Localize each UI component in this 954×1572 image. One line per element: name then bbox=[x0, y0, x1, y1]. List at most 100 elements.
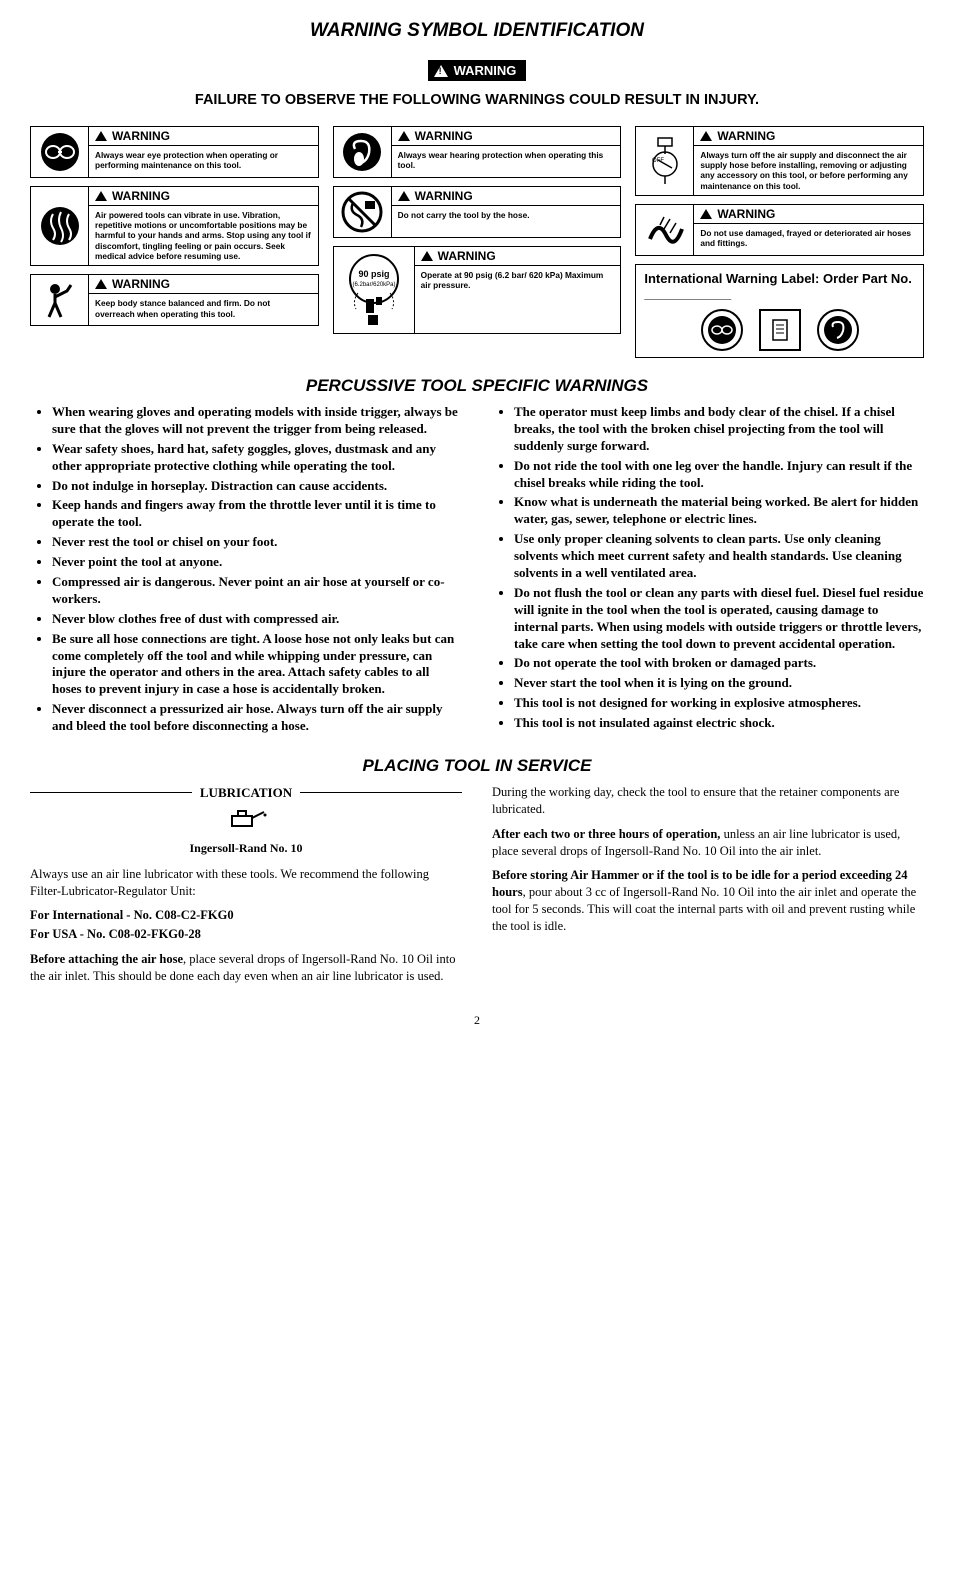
warning-head: WARNING bbox=[694, 205, 923, 224]
col-2: WARNING Always wear hearing protection w… bbox=[333, 126, 622, 358]
card-air-off: OFF WARNING Always turn off the air supp… bbox=[635, 126, 924, 196]
right-p2: After each two or three hours of operati… bbox=[492, 826, 924, 860]
warning-head: WARNING bbox=[694, 127, 923, 146]
warning-head: WARNING bbox=[392, 127, 621, 146]
triangle-icon bbox=[700, 209, 712, 219]
page-title-3: PLACING TOOL IN SERVICE bbox=[30, 756, 924, 776]
bullet-item: Know what is underneath the material bei… bbox=[514, 494, 924, 528]
bullet-item: Never point the tool at anyone. bbox=[52, 554, 462, 571]
rule-line bbox=[300, 792, 462, 793]
intl-goggles-icon bbox=[701, 309, 743, 351]
warning-head: WARNING bbox=[89, 275, 318, 294]
service-two-col: LUBRICATION Ingersoll-Rand No. 10 Always… bbox=[30, 784, 924, 993]
card-hose-carry: WARNING Do not carry the tool by the hos… bbox=[333, 186, 622, 238]
card-text: Do not use damaged, frayed or deteriorat… bbox=[694, 224, 923, 253]
col-3: OFF WARNING Always turn off the air supp… bbox=[635, 126, 924, 358]
page-title-1: WARNING SYMBOL IDENTIFICATION bbox=[30, 20, 924, 42]
ear-protection-icon bbox=[334, 127, 392, 177]
intl-label-card: International Warning Label: Order Part … bbox=[635, 264, 924, 358]
card-text: Do not carry the tool by the hose. bbox=[392, 206, 621, 224]
bullet-item: Wear safety shoes, hard hat, safety gogg… bbox=[52, 441, 462, 475]
intl-title: International Warning Label: Order Part … bbox=[644, 271, 915, 301]
top-warning-note: FAILURE TO OBSERVE THE FOLLOWING WARNING… bbox=[30, 92, 924, 108]
card-text: Always wear eye protection when operatin… bbox=[89, 146, 318, 175]
gauge-sublabel: (6.2bar/620kPa) bbox=[352, 282, 395, 288]
goggles-icon bbox=[31, 127, 89, 177]
hand-vibration-icon bbox=[31, 187, 89, 266]
lubrication-title: LUBRICATION bbox=[200, 784, 292, 802]
gauge-label: 90 psig bbox=[358, 269, 389, 279]
bullet-list-right: The operator must keep limbs and body cl… bbox=[492, 404, 924, 732]
bullet-item: Keep hands and fingers away from the thr… bbox=[52, 497, 462, 531]
lubrication-sub: Ingersoll-Rand No. 10 bbox=[30, 840, 462, 856]
bullet-item: Compressed air is dangerous. Never point… bbox=[52, 574, 462, 608]
card-vibration: WARNING Air powered tools can vibrate in… bbox=[30, 186, 319, 267]
warning-head: WARNING bbox=[415, 247, 621, 266]
bullet-item: The operator must keep limbs and body cl… bbox=[514, 404, 924, 455]
bullet-item: Do not flush the tool or clean any parts… bbox=[514, 585, 924, 653]
bullet-item: Never start the tool when it is lying on… bbox=[514, 675, 924, 692]
warning-badge: WARNING bbox=[428, 60, 527, 81]
bullet-item: This tool is not insulated against elect… bbox=[514, 715, 924, 732]
col-1: WARNING Always wear eye protection when … bbox=[30, 126, 319, 358]
card-eye: WARNING Always wear eye protection when … bbox=[30, 126, 319, 178]
lubr-p4: Before attaching the air hose, place sev… bbox=[30, 951, 462, 985]
right-p1: During the working day, check the tool t… bbox=[492, 784, 924, 818]
bullet-item: This tool is not designed for working in… bbox=[514, 695, 924, 712]
triangle-icon bbox=[700, 131, 712, 141]
service-right: During the working day, check the tool t… bbox=[492, 784, 924, 993]
warning-head: WARNING bbox=[89, 187, 318, 206]
bullets-two-col: When wearing gloves and operating models… bbox=[30, 404, 924, 738]
warning-cards-grid: WARNING Always wear eye protection when … bbox=[30, 126, 924, 358]
warning-badge-text: WARNING bbox=[454, 63, 517, 78]
page-number: 2 bbox=[30, 1013, 924, 1028]
bullet-item: Be sure all hose connections are tight. … bbox=[52, 631, 462, 699]
card-text: Air powered tools can vibrate in use. Vi… bbox=[89, 206, 318, 266]
bullets-right: The operator must keep limbs and body cl… bbox=[492, 404, 924, 738]
triangle-icon bbox=[95, 279, 107, 289]
warning-head: WARNING bbox=[392, 187, 621, 206]
triangle-icon bbox=[95, 131, 107, 141]
lubr-p1: Always use an air line lubricator with t… bbox=[30, 866, 462, 900]
bullet-item: Never rest the tool or chisel on your fo… bbox=[52, 534, 462, 551]
card-text: Keep body stance balanced and firm. Do n… bbox=[89, 294, 318, 323]
triangle-icon bbox=[95, 191, 107, 201]
warning-head: WARNING bbox=[89, 127, 318, 146]
lubrication-header: LUBRICATION bbox=[30, 784, 462, 802]
bullet-item: Use only proper cleaning solvents to cle… bbox=[514, 531, 924, 582]
bullet-item: Never blow clothes free of dust with com… bbox=[52, 611, 462, 628]
center-badge-wrap: WARNING bbox=[30, 60, 924, 82]
bullet-item: Do not ride the tool with one leg over t… bbox=[514, 458, 924, 492]
service-left: LUBRICATION Ingersoll-Rand No. 10 Always… bbox=[30, 784, 462, 993]
bullet-item: When wearing gloves and operating models… bbox=[52, 404, 462, 438]
damaged-hose-icon bbox=[636, 205, 694, 255]
intl-icons-row bbox=[644, 309, 915, 351]
card-text: Always wear hearing protection when oper… bbox=[392, 146, 621, 175]
triangle-icon bbox=[398, 191, 410, 201]
intl-manual-icon bbox=[759, 309, 801, 351]
stance-icon bbox=[31, 275, 89, 325]
bullet-item: Do not indulge in horseplay. Distraction… bbox=[52, 478, 462, 495]
oil-can-icon bbox=[30, 806, 462, 838]
triangle-icon bbox=[421, 251, 433, 261]
bullet-item: Do not operate the tool with broken or d… bbox=[514, 655, 924, 672]
card-damaged-hose: WARNING Do not use damaged, frayed or de… bbox=[635, 204, 924, 256]
lubr-p2: For International - No. C08-C2-FKG0 bbox=[30, 908, 234, 922]
bullet-item: Never disconnect a pressurized air hose.… bbox=[52, 701, 462, 735]
bullet-list-left: When wearing gloves and operating models… bbox=[30, 404, 462, 735]
card-text: Operate at 90 psig (6.2 bar/ 620 kPa) Ma… bbox=[415, 266, 621, 295]
no-carry-hose-icon bbox=[334, 187, 392, 237]
rule-line bbox=[30, 792, 192, 793]
valve-off-icon: OFF bbox=[636, 127, 694, 195]
card-hearing: WARNING Always wear hearing protection w… bbox=[333, 126, 622, 178]
gauge-icon: 90 psig (6.2bar/620kPa) bbox=[334, 247, 414, 333]
bullets-left: When wearing gloves and operating models… bbox=[30, 404, 462, 738]
card-text: Always turn off the air supply and disco… bbox=[694, 146, 923, 195]
card-pressure: 90 psig (6.2bar/620kPa) WARNING Operate … bbox=[333, 246, 622, 334]
triangle-icon bbox=[398, 131, 410, 141]
warning-triangle-icon bbox=[434, 65, 448, 77]
lubr-p3: For USA - No. C08-02-FKG0-28 bbox=[30, 927, 201, 941]
page-title-2: PERCUSSIVE TOOL SPECIFIC WARNINGS bbox=[30, 376, 924, 396]
intl-ear-icon bbox=[817, 309, 859, 351]
card-stance: WARNING Keep body stance balanced and fi… bbox=[30, 274, 319, 326]
